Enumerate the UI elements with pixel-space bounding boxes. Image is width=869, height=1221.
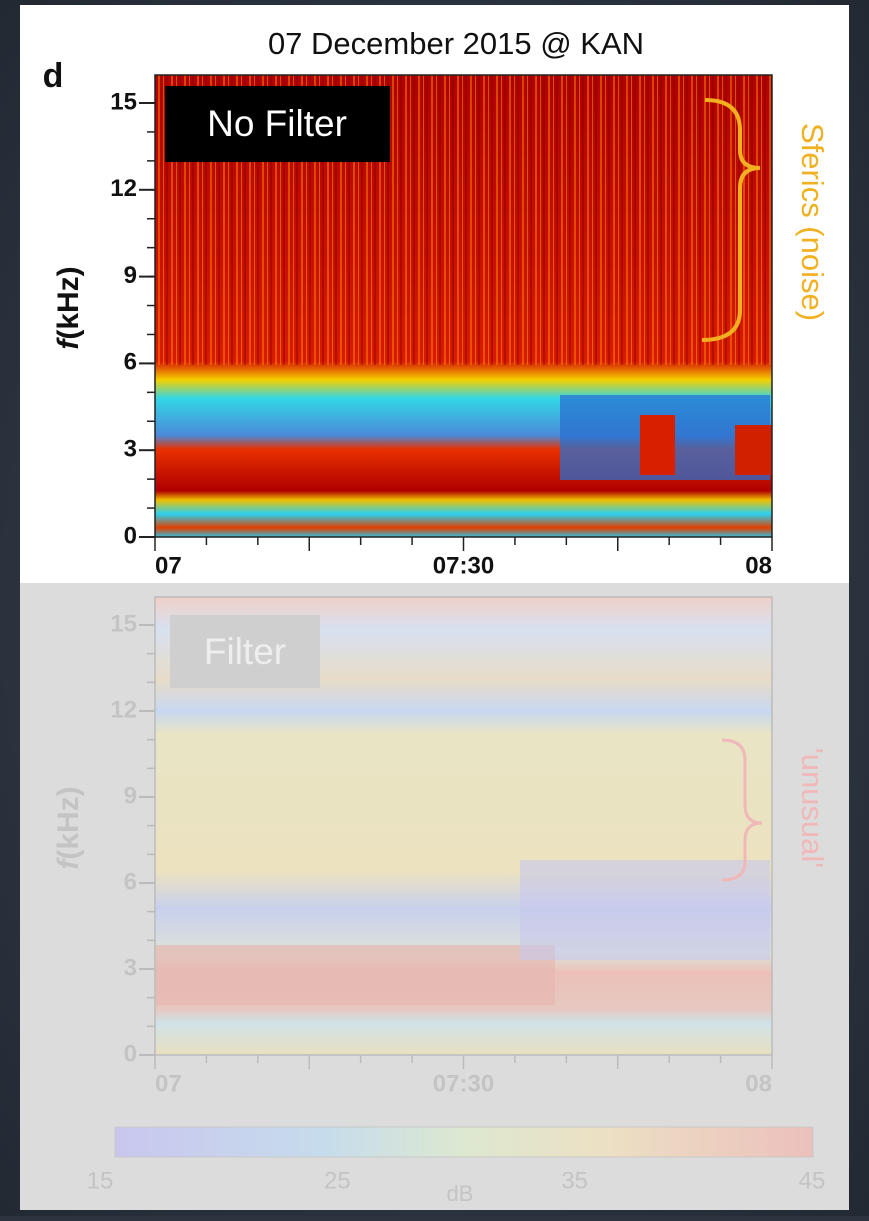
y-tick-label: 9 (124, 262, 137, 289)
y-axis-unit: (kHz) (52, 786, 85, 859)
x-tick-label: 07:30 (433, 1070, 494, 1097)
y-tick-label: 12 (110, 696, 137, 723)
x-tick-label: 07 (155, 1070, 182, 1097)
y-axis-label: f(kHz) (52, 266, 85, 349)
colorbar (114, 1126, 814, 1158)
y-tick-label: 9 (124, 782, 137, 809)
colorbar-tick-label: 45 (799, 1167, 826, 1194)
colorbar-label: dB (447, 1181, 474, 1206)
x-tick-label: 07:30 (433, 552, 494, 579)
colorbar-tick-label: 15 (87, 1167, 114, 1194)
colorbar-tick-label: 35 (561, 1167, 588, 1194)
title: 07 December 2015 @ KAN (268, 26, 644, 61)
brace (701, 98, 761, 342)
y-tick-label: 0 (124, 1040, 137, 1067)
x-tick-label: 08 (745, 1070, 772, 1097)
y-tick-label: 15 (110, 610, 137, 637)
y-axis-symbol: f (52, 337, 85, 350)
y-tick-label: 6 (124, 868, 137, 895)
colorbar-tick-label: 25 (324, 1167, 351, 1194)
spectrogram-band (155, 945, 555, 1005)
panel-label: d (43, 57, 64, 95)
spectrogram-patch (735, 425, 772, 475)
spectrogram-band (520, 860, 770, 960)
annotation: Sferics (noise) (795, 123, 830, 321)
y-tick-label: 3 (124, 954, 137, 981)
label-box (165, 86, 390, 162)
x-tick-label: 08 (745, 552, 772, 579)
brace (721, 738, 763, 882)
y-tick-label: 0 (124, 522, 137, 549)
y-tick-label: 6 (124, 349, 137, 376)
panel-tag: Filter (204, 631, 286, 672)
spectrogram-patch (640, 415, 675, 475)
y-axis-label: f(kHz) (52, 786, 85, 869)
annotation: 'unusual' (795, 748, 830, 868)
x-tick-label: 07 (155, 552, 182, 579)
y-axis-unit: (kHz) (52, 266, 85, 339)
y-tick-label: 15 (110, 88, 137, 115)
y-tick-label: 3 (124, 436, 137, 463)
y-tick-label: 12 (110, 175, 137, 202)
panel-tag: No Filter (207, 103, 347, 144)
label-box (170, 615, 320, 688)
y-axis-symbol: f (52, 857, 85, 870)
